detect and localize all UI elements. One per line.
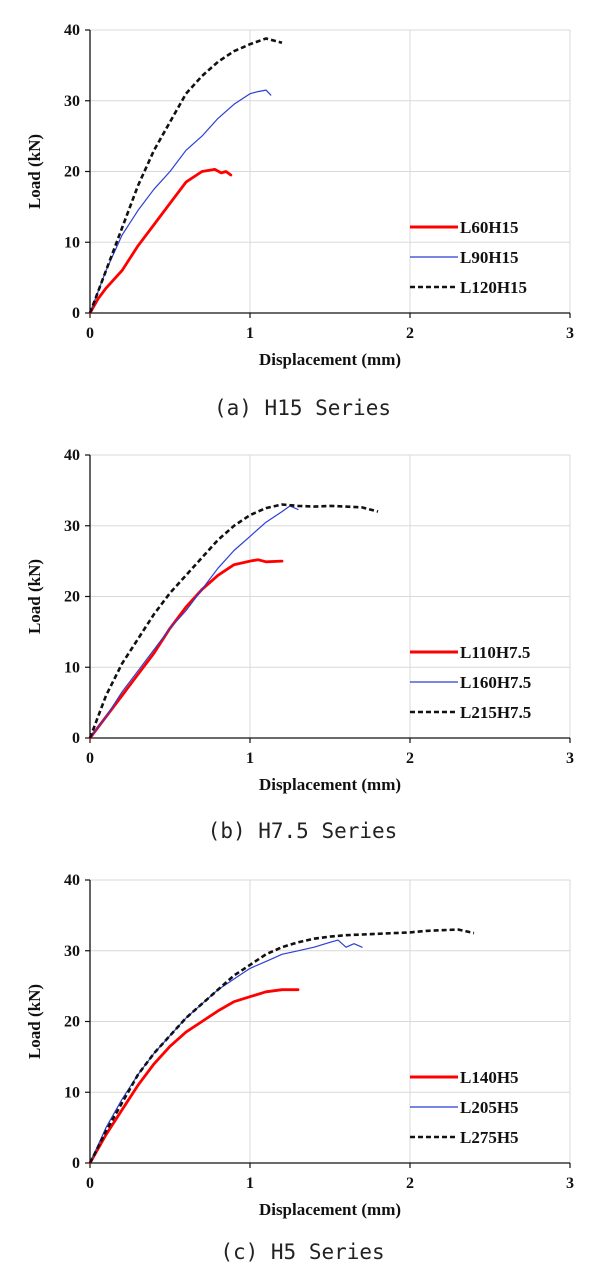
chart-h5: 0 10 20 30 40 0 1 2 3 Displacement (mm) Load (kN) L… <box>25 872 574 1219</box>
y-tick-label: 30 <box>64 518 80 535</box>
y-tick-label: 40 <box>64 447 80 464</box>
legend-label: L120H15 <box>460 278 527 297</box>
series-line-l60h15 <box>88 168 233 315</box>
y-tick-label: 10 <box>64 1084 80 1101</box>
y-tick-label: 10 <box>64 234 80 251</box>
x-tick-label: 0 <box>86 325 94 342</box>
y-axis-label: Load (kN) <box>25 559 44 634</box>
x-tick-label: 1 <box>246 1175 254 1192</box>
y-tick-label: 30 <box>64 943 80 960</box>
y-tick-label: 0 <box>72 1155 80 1172</box>
chart-h15: 0 10 20 30 40 0 1 2 3 Displacement (mm) Load (kN) L… <box>25 22 574 369</box>
x-tick-label: 0 <box>86 1175 94 1192</box>
y-tick-label: 0 <box>72 730 80 747</box>
caption-h5: (c) H5 Series <box>220 1240 385 1264</box>
y-tick-label: 0 <box>72 305 80 322</box>
series-line-l275h5 <box>88 928 475 1164</box>
y-tick-label: 20 <box>64 164 80 181</box>
series-line-l90h15 <box>89 89 272 314</box>
x-tick-label: 1 <box>246 750 254 767</box>
y-tick-label: 40 <box>64 22 80 39</box>
y-axis-label: Load (kN) <box>25 984 44 1059</box>
series-line-l120h15 <box>88 37 283 314</box>
y-tick-label: 10 <box>64 659 80 676</box>
caption-h7-5: (b) H7.5 Series <box>207 819 398 843</box>
x-tick-label: 3 <box>566 750 574 767</box>
legend-label: L90H15 <box>460 248 519 267</box>
x-tick-label: 2 <box>406 1175 414 1192</box>
x-axis-label: Displacement (mm) <box>259 775 401 794</box>
legend-label: L205H5 <box>460 1098 519 1117</box>
series-line-l160h7-5 <box>89 505 299 739</box>
legend-label: L60H15 <box>460 218 519 237</box>
x-axis-label: Displacement (mm) <box>259 1200 401 1219</box>
chart-h7-5: 0 10 20 30 40 0 1 2 3 Displacement (mm) Load (kN) L… <box>25 447 574 794</box>
series-line-l110h7-5 <box>88 558 284 740</box>
legend-label: L110H7.5 <box>460 643 530 662</box>
y-tick-label: 20 <box>64 1014 80 1031</box>
x-axis-label: Displacement (mm) <box>259 350 401 369</box>
x-tick-label: 1 <box>246 325 254 342</box>
series-line-l215h7-5 <box>88 503 379 739</box>
legend-label: L215H7.5 <box>460 703 531 722</box>
legend-label: L275H5 <box>460 1128 519 1147</box>
y-tick-label: 30 <box>64 93 80 110</box>
x-tick-label: 3 <box>566 1175 574 1192</box>
legend-label: L140H5 <box>460 1068 519 1087</box>
legend-label: L160H7.5 <box>460 673 531 692</box>
x-tick-label: 3 <box>566 325 574 342</box>
caption-h15: (a) H15 Series <box>213 396 391 420</box>
x-tick-label: 2 <box>406 325 414 342</box>
series-line-l140h5 <box>88 988 300 1165</box>
series-line-l205h5 <box>89 939 363 1164</box>
x-tick-label: 2 <box>406 750 414 767</box>
y-tick-label: 40 <box>64 872 80 889</box>
y-tick-label: 20 <box>64 589 80 606</box>
y-axis-label: Load (kN) <box>25 134 44 209</box>
x-tick-label: 0 <box>86 750 94 767</box>
